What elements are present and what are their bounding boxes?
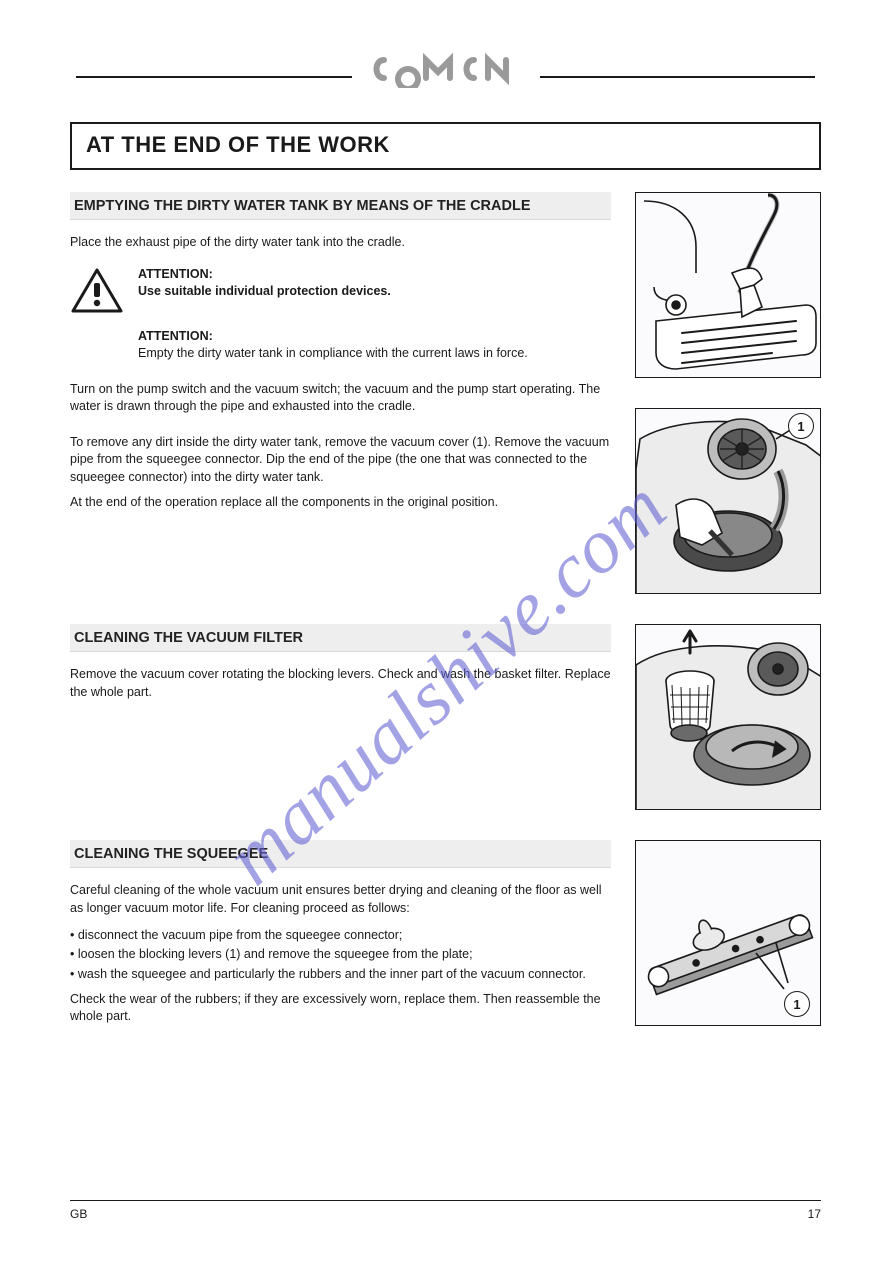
attention-text: Use suitable individual protection devic…	[138, 283, 391, 300]
list-item: • wash the squeegee and particularly the…	[70, 966, 611, 983]
section-paragraph: Careful cleaning of the whole vacuum uni…	[70, 882, 611, 917]
section-paragraph: Turn on the pump switch and the vacuum s…	[70, 381, 611, 416]
section-heading: EMPTYING THE DIRTY WATER TANK BY MEANS O…	[70, 192, 611, 220]
section-intro: Place the exhaust pipe of the dirty wate…	[70, 234, 611, 251]
section-heading: CLEANING THE SQUEEGEE	[70, 840, 611, 868]
list-item: • disconnect the vacuum pipe from the sq…	[70, 927, 611, 944]
bullet-list: • disconnect the vacuum pipe from the sq…	[70, 927, 611, 983]
section-vacuum-filter: CLEANING THE VACUUM FILTER Remove the va…	[70, 624, 821, 810]
section-paragraph: To remove any dirt inside the dirty wate…	[70, 434, 611, 487]
section-paragraph: At the end of the operation replace all …	[70, 494, 611, 512]
section-squeegee: CLEANING THE SQUEEGEE Careful cleaning o…	[70, 840, 821, 1026]
list-item-text: wash the squeegee and particularly the r…	[78, 967, 586, 981]
attention-body: ATTENTION: Use suitable individual prote…	[138, 267, 391, 300]
header	[70, 56, 821, 96]
attention-label: ATTENTION:	[138, 267, 391, 281]
section-figure-col: 1	[635, 192, 821, 594]
figure-callout: 1	[784, 991, 810, 1017]
attention-block: ATTENTION: Use suitable individual prote…	[70, 267, 611, 315]
page-section-title: AT THE END OF THE WORK	[86, 132, 805, 158]
warning-icon	[70, 267, 124, 315]
figure-basket-filter	[635, 624, 821, 810]
figure-drain-cradle	[635, 192, 821, 378]
section-textcol: CLEANING THE SQUEEGEE Careful cleaning o…	[70, 840, 611, 1026]
brand-logo	[352, 50, 540, 93]
attention-block: ATTENTION: Empty the dirty water tank in…	[138, 329, 611, 362]
section-paragraph: Remove the vacuum cover rotating the blo…	[70, 666, 611, 701]
list-item-text: loosen the blocking levers (1) and remov…	[78, 947, 473, 961]
sections: EMPTYING THE DIRTY WATER TANK BY MEANS O…	[70, 192, 821, 1026]
footer-right: 17	[808, 1207, 821, 1221]
figure-vacuum-cover: 1	[635, 408, 821, 594]
section-heading: CLEANING THE VACUUM FILTER	[70, 624, 611, 652]
attention-label: ATTENTION:	[138, 329, 611, 343]
list-item-text: disconnect the vacuum pipe from the sque…	[78, 928, 403, 942]
section-paragraph: Check the wear of the rubbers; if they a…	[70, 991, 611, 1026]
figure-callout: 1	[788, 413, 814, 439]
section-emptying: EMPTYING THE DIRTY WATER TANK BY MEANS O…	[70, 192, 821, 594]
list-item: • loosen the blocking levers (1) and rem…	[70, 946, 611, 963]
section-figure-col: 1	[635, 840, 821, 1026]
page-footer: GB 17	[70, 1200, 821, 1221]
basket-filter-icon	[636, 625, 821, 810]
comac-logo-icon	[366, 50, 526, 88]
figure-squeegee: 1	[635, 840, 821, 1026]
manual-page: AT THE END OF THE WORK EMPTYING THE DIRT…	[0, 0, 891, 1263]
section-figure-col	[635, 624, 821, 810]
attention-text: Empty the dirty water tank in compliance…	[138, 345, 611, 362]
page-section-title-box: AT THE END OF THE WORK	[70, 122, 821, 170]
drain-cradle-icon	[636, 193, 821, 378]
footer-left: GB	[70, 1207, 87, 1221]
section-textcol: EMPTYING THE DIRTY WATER TANK BY MEANS O…	[70, 192, 611, 512]
section-textcol: CLEANING THE VACUUM FILTER Remove the va…	[70, 624, 611, 701]
